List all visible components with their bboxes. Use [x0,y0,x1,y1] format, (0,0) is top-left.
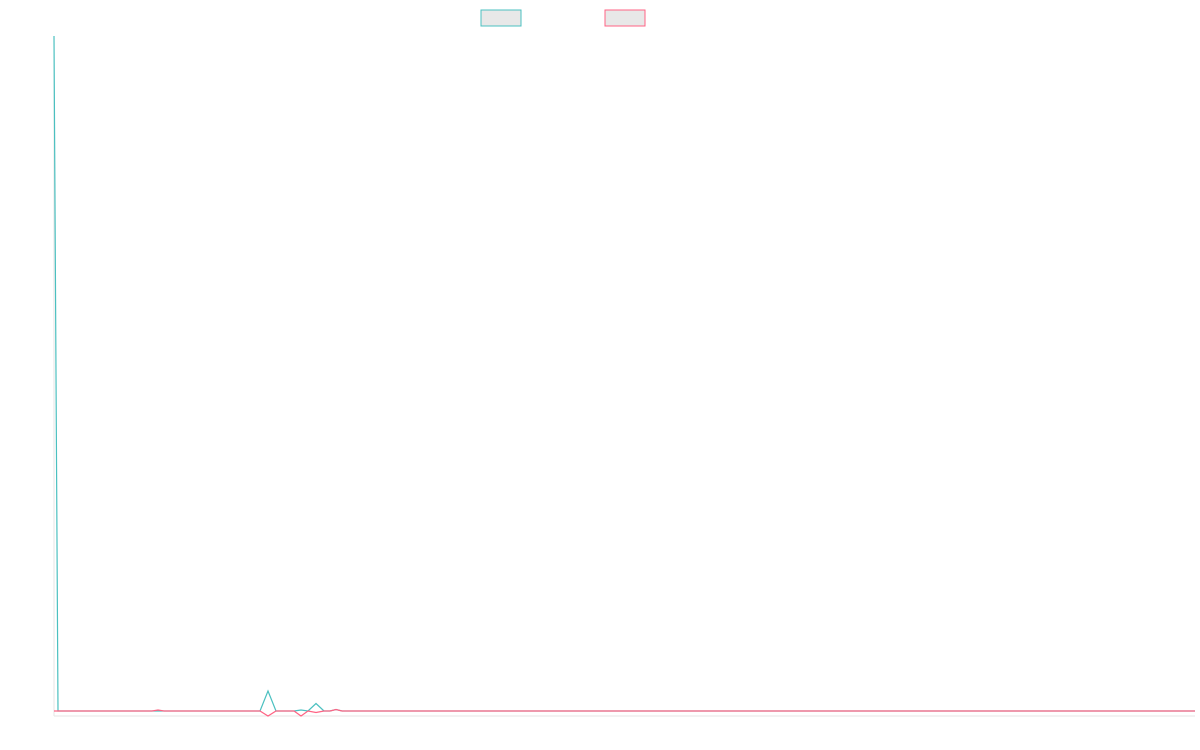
legend-swatch [480,9,522,27]
series-line [54,708,1195,717]
series-line [53,35,1195,712]
legend-swatch [604,9,646,27]
